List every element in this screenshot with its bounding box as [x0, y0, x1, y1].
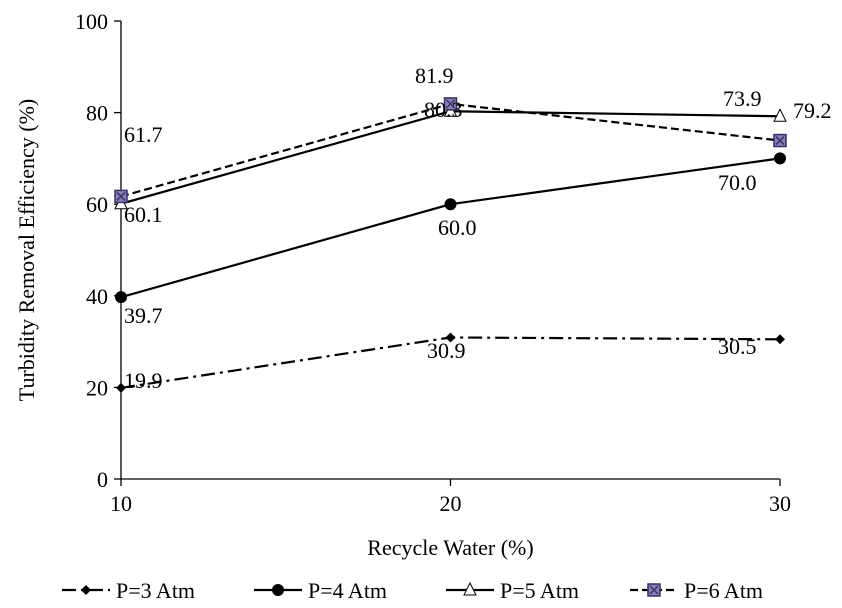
- data-label: 60.0: [438, 215, 477, 240]
- data-label: 79.2: [793, 98, 832, 123]
- y-tick-label: 80: [86, 101, 108, 126]
- marker-cross: [649, 585, 659, 595]
- x-tick-label: 30: [769, 491, 791, 516]
- data-label: 30.9: [427, 338, 466, 363]
- marker-cross: [775, 136, 785, 146]
- y-axis-ticks: 0 20 40 60 80 100: [75, 9, 121, 492]
- point-marker: [774, 152, 786, 165]
- data-label: 70.0: [718, 170, 757, 195]
- legend-label: P=6 Atm: [684, 578, 763, 603]
- series-P=4 Atm: [115, 152, 786, 304]
- point-marker: [444, 198, 457, 211]
- x-tick-label: 20: [440, 491, 462, 516]
- y-tick-label: 100: [75, 9, 108, 34]
- legend-item: P=4 Atm: [254, 578, 387, 603]
- series-P=6 Atm: [114, 97, 787, 204]
- series-line: [120, 110, 781, 205]
- data-label: 19.9: [124, 368, 163, 393]
- x-axis-ticks: 10 20 30: [110, 479, 791, 516]
- point-marker: [773, 108, 787, 122]
- marker-cross: [445, 99, 456, 109]
- series-layer: [114, 97, 787, 393]
- legend-item: P=6 Atm: [630, 578, 763, 603]
- point-marker: [116, 382, 126, 393]
- point-marker: [272, 584, 284, 596]
- data-label: 39.7: [124, 303, 163, 328]
- point-marker: [445, 332, 456, 343]
- point-marker: [773, 133, 787, 148]
- y-tick-label: 40: [86, 284, 108, 309]
- point-marker: [81, 585, 91, 595]
- data-label: 61.7: [124, 122, 163, 147]
- point-marker: [647, 583, 661, 597]
- point-marker: [114, 189, 128, 204]
- legend-item: P=5 Atm: [446, 578, 579, 603]
- point-marker: [775, 334, 785, 345]
- legend-item: P=3 Atm: [62, 578, 195, 603]
- data-labels-layer: 19.9 30.9 30.5 39.7 60.0 70.0 60.1 80.3 79.2 61.7…: [124, 63, 832, 393]
- point-marker: [463, 581, 477, 596]
- data-label: 73.9: [723, 86, 762, 111]
- axes: [120, 21, 780, 480]
- x-axis-title: Recycle Water (%): [367, 535, 533, 560]
- y-tick-label: 60: [86, 192, 108, 217]
- point-marker: [443, 97, 458, 111]
- data-label: 80.3: [424, 97, 463, 122]
- legend-label: P=4 Atm: [308, 578, 387, 603]
- legend-label: P=3 Atm: [116, 578, 195, 603]
- legend: P=3 Atm P=4 Atm P=5 Atm P=6 Atm: [62, 578, 763, 603]
- point-marker: [115, 291, 127, 304]
- series-P=3 Atm: [116, 332, 785, 393]
- data-label: 81.9: [415, 63, 454, 88]
- y-tick-label: 0: [97, 467, 108, 492]
- data-label: 60.1: [124, 202, 163, 227]
- legend-label: P=5 Atm: [500, 578, 579, 603]
- y-tick-label: 20: [86, 375, 108, 400]
- x-tick-label: 10: [110, 491, 132, 516]
- data-label: 30.5: [718, 334, 757, 359]
- marker-cross: [116, 191, 126, 201]
- y-axis-title: Turbidity Removal Efficiency (%): [14, 99, 39, 401]
